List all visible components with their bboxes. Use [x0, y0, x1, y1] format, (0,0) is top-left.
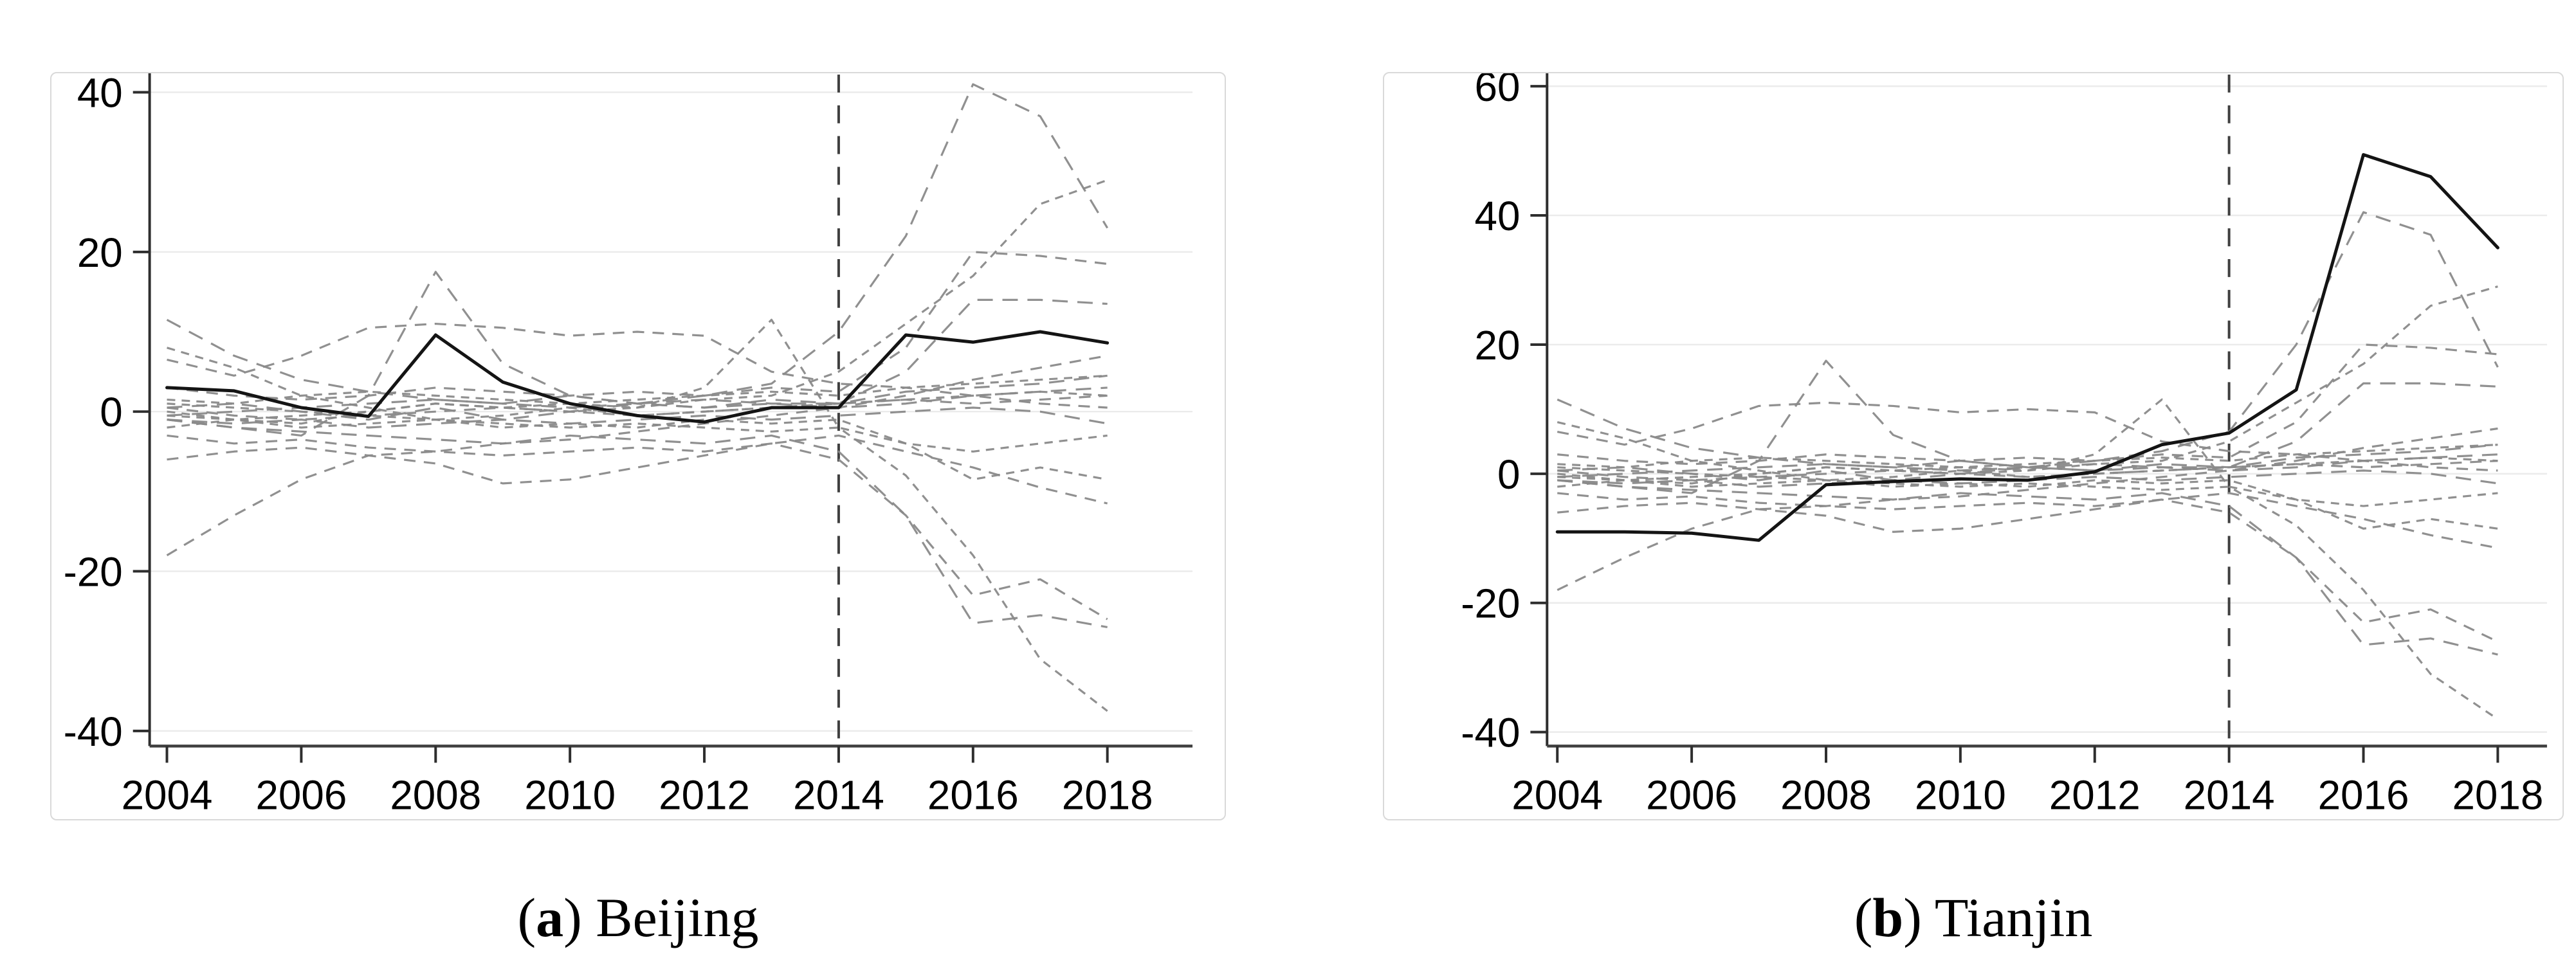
panel-a-beijing: 40 20 0 -20 -40 2004 2006 2008 2010 2012 2014 2016 2… [50, 72, 1226, 820]
y-tick-label: 40 [77, 73, 123, 116]
placebo-line [167, 434, 1108, 505]
placebo-line [1557, 492, 2498, 549]
placebo-line [1557, 460, 2498, 482]
placebo-line [167, 419, 1108, 628]
x-tick-label: 2004 [122, 772, 213, 818]
y-tick-label: 0 [100, 389, 122, 435]
placebo-line [1557, 420, 2498, 482]
placebo-line [167, 271, 1108, 437]
x-tick-label: 2010 [1915, 772, 2006, 818]
placebo-line [167, 318, 1108, 453]
placebo-line [1557, 427, 2498, 592]
placebo-line [167, 374, 1108, 405]
x-tick-label: 2012 [659, 772, 750, 818]
placebo-line [1557, 479, 2498, 656]
x-tick-label: 2006 [255, 772, 347, 818]
chart-a-svg: 40 20 0 -20 -40 2004 2006 2008 2010 2012 2014 2016 2… [64, 73, 1193, 818]
placebo-line [167, 402, 1108, 712]
caption-letter: a [536, 887, 564, 948]
placebo-line [167, 406, 1108, 429]
y-tick-label: -40 [1461, 710, 1520, 756]
panel-b-tianjin: 60 40 20 0 -20 -40 2004 2006 2008 2010 2012 2014 201… [1383, 72, 2564, 820]
y-tick-label: 0 [1497, 451, 1520, 498]
x-tick-label: 2014 [793, 772, 884, 818]
y-tick-label: 40 [1474, 193, 1520, 239]
y-tick-label: -20 [64, 548, 123, 595]
caption-open: ( [517, 887, 536, 948]
placebo-line [167, 434, 1108, 620]
y-tick-label: 20 [1474, 322, 1520, 368]
placebo-line [1557, 359, 2498, 494]
x-tick-label: 2016 [2318, 772, 2409, 818]
placebo-line [1557, 398, 2498, 472]
placebo-line [1557, 401, 2498, 472]
caption-city: Tianjin [1921, 887, 2093, 948]
x-tick-label: 2008 [1780, 772, 1872, 818]
caption-panel-a: (a) Beijing [50, 882, 1226, 959]
x-tick-label: 2014 [2184, 772, 2275, 818]
chart-b-svg: 60 40 20 0 -20 -40 2004 2006 2008 2010 2012 2014 201… [1461, 73, 2547, 818]
y-tick-label: 60 [1474, 73, 1520, 110]
x-tick-label: 2004 [1512, 772, 1603, 818]
y-tick-label: -20 [1461, 581, 1520, 627]
placebo-line [167, 394, 1108, 421]
treated-line [165, 330, 1110, 424]
caption-close: ) [1903, 887, 1922, 948]
placebo-line [167, 83, 1109, 421]
placebo-line [167, 322, 1108, 409]
caption-letter: b [1872, 887, 1904, 948]
placebo-line [166, 354, 1108, 557]
x-tick-label: 2018 [2452, 772, 2543, 818]
treated-line [1555, 153, 2499, 542]
x-tick-label: 2018 [1062, 772, 1153, 818]
x-tick-label: 2006 [1646, 772, 1737, 818]
y-tick-label: 20 [77, 230, 123, 276]
placebo-line [1557, 492, 2499, 643]
x-tick-label: 2012 [2049, 772, 2141, 818]
caption-city: Beijing [581, 887, 759, 948]
placebo-line [1557, 466, 2499, 720]
x-tick-label: 2016 [927, 772, 1019, 818]
x-tick-label: 2010 [524, 772, 616, 818]
caption-close: ) [563, 887, 582, 948]
placebo-line [167, 251, 1108, 401]
placebo-line [1557, 285, 2498, 488]
placebo-line [1557, 343, 2498, 465]
placebo-line [167, 179, 1108, 429]
caption-open: ( [1854, 887, 1873, 948]
placebo-line [1557, 211, 2499, 482]
placebo-line [167, 347, 1108, 421]
placebo-line [1557, 444, 2498, 469]
x-tick-label: 2008 [390, 772, 481, 818]
caption-panel-b: (b) Tianjin [1383, 882, 2564, 959]
placebo-line [167, 298, 1108, 417]
placebo-line [1557, 382, 2498, 478]
y-tick-label: -40 [64, 709, 123, 755]
